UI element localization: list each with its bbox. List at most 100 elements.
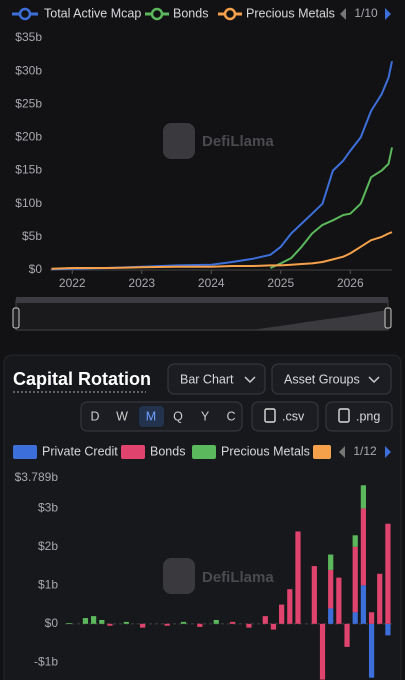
card xyxy=(3,354,402,680)
download-label: .png xyxy=(356,409,380,423)
bar xyxy=(328,608,334,624)
legend-label: Precious Metals xyxy=(246,6,335,20)
watermark: DefiLlama xyxy=(202,133,274,150)
legend-swatch xyxy=(121,445,145,459)
bar xyxy=(262,616,268,624)
bar xyxy=(213,619,219,624)
legend-label: Bonds xyxy=(173,6,208,20)
legend-dot xyxy=(223,7,237,21)
chevron xyxy=(244,376,256,384)
y-tick-label: $5b xyxy=(22,229,42,243)
y-tick-label: $1b xyxy=(38,578,58,592)
bar xyxy=(197,623,203,627)
legend-label: Bonds xyxy=(150,444,185,458)
bar xyxy=(328,569,334,609)
period-button[interactable]: Q xyxy=(173,409,183,423)
bar xyxy=(385,623,391,636)
y-tick-label: $3b xyxy=(38,501,58,515)
bar xyxy=(180,621,187,624)
navigator-handle[interactable] xyxy=(384,307,392,329)
period-button[interactable]: Y xyxy=(201,409,210,423)
navigator[interactable] xyxy=(12,297,392,331)
bar xyxy=(319,623,326,680)
next-arrow[interactable] xyxy=(385,8,391,20)
bar xyxy=(107,623,113,626)
watermark: DefiLlama xyxy=(202,569,274,586)
bar xyxy=(368,612,375,624)
bar xyxy=(336,577,342,624)
x-tick-label: 2026 xyxy=(337,276,364,290)
next-arrow[interactable] xyxy=(385,446,391,458)
legend-label: Precious Metals xyxy=(221,444,310,458)
prev-arrow[interactable] xyxy=(340,8,346,20)
group-label: Asset Groups xyxy=(284,372,360,386)
chart-type-select[interactable] xyxy=(167,363,266,395)
legend-swatch xyxy=(13,445,37,459)
navigator-area xyxy=(16,310,388,330)
x-tick-label: 2022 xyxy=(59,276,86,290)
series-line xyxy=(269,147,393,269)
bar xyxy=(352,546,358,613)
bar xyxy=(328,554,334,570)
x-tick-label: 2025 xyxy=(267,276,294,290)
legend-label: Total Active Mcap xyxy=(44,6,141,20)
bar xyxy=(352,612,358,624)
bar xyxy=(385,523,391,624)
bar xyxy=(287,589,293,624)
period-button[interactable]: W xyxy=(116,409,128,423)
group-select[interactable] xyxy=(271,363,392,395)
bar xyxy=(66,623,72,624)
bar xyxy=(352,535,358,547)
bar xyxy=(140,623,146,628)
section-title: Capital Rotation xyxy=(13,369,151,389)
legend-pager: 1/12 xyxy=(353,444,377,458)
y-tick-label: $3.789b xyxy=(15,470,59,484)
legend-swatch xyxy=(313,445,331,459)
watermark-logo xyxy=(163,123,195,159)
bar xyxy=(82,618,89,624)
bar xyxy=(123,621,129,624)
bar xyxy=(295,531,301,624)
period-button[interactable]: D xyxy=(90,409,99,423)
navigator-bar xyxy=(16,297,388,303)
y-tick-label: $25b xyxy=(15,96,42,110)
watermark-logo xyxy=(163,558,195,594)
period-button[interactable]: M xyxy=(146,409,156,423)
legend-label: Private Credit xyxy=(42,444,118,458)
y-tick-label: $15b xyxy=(15,163,42,177)
y-tick-label: $0 xyxy=(29,262,43,276)
bar xyxy=(279,604,285,624)
legend-icons xyxy=(12,7,391,21)
bar xyxy=(344,623,350,647)
prev-arrow[interactable] xyxy=(339,446,345,458)
file-icon xyxy=(264,408,276,423)
navigator-handle[interactable] xyxy=(12,307,20,329)
file-icon xyxy=(338,408,350,423)
bar xyxy=(360,485,366,509)
y-tick-label: $20b xyxy=(15,130,42,144)
y-tick-label: $10b xyxy=(15,196,42,210)
legend-dot xyxy=(18,7,32,21)
y-tick-label: $35b xyxy=(15,30,42,44)
y-tick-label: $0 xyxy=(45,616,59,630)
series-line xyxy=(51,231,393,270)
legend-swatch xyxy=(192,445,216,459)
bar xyxy=(91,616,97,624)
period-button[interactable]: C xyxy=(226,409,235,423)
bar xyxy=(229,621,236,624)
download-label: .csv xyxy=(282,409,305,423)
y-tick-label: $2b xyxy=(38,539,58,553)
legend-pager: 1/10 xyxy=(354,6,378,20)
bar xyxy=(360,508,366,586)
bar xyxy=(311,566,317,624)
x-tick-label: 2023 xyxy=(128,276,155,290)
bar xyxy=(368,623,375,678)
legend-dot xyxy=(150,7,164,21)
bar xyxy=(164,623,170,626)
bar xyxy=(377,573,383,624)
chart-type-label: Bar Chart xyxy=(180,372,234,386)
period-selected xyxy=(139,406,164,427)
bar xyxy=(99,619,105,624)
